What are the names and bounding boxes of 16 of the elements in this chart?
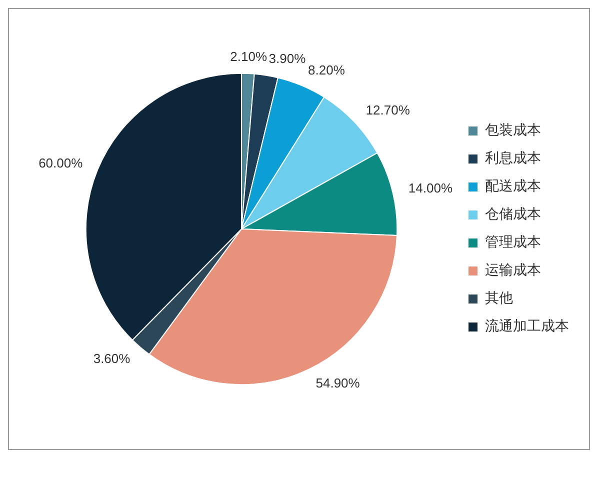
data-label: 60.00%: [38, 156, 84, 171]
data-label: 12.70%: [366, 102, 410, 118]
data-label: 54.90%: [316, 375, 360, 390]
legend-label: 其他: [485, 290, 513, 307]
legend-label: 包装成本: [485, 122, 541, 139]
data-label: 3.90%: [268, 51, 306, 66]
data-label: 14.00%: [408, 180, 453, 196]
legend-label: 利息成本: [485, 150, 541, 167]
legend-label: 仓储成本: [485, 206, 541, 223]
data-label: 2.10%: [230, 49, 268, 64]
data-label: 3.60%: [93, 351, 131, 366]
legend-label: 运输成本: [485, 262, 541, 279]
legend-label: 流通加工成本: [485, 318, 569, 335]
legend-label: 管理成本: [485, 234, 541, 251]
data-label: 8.20%: [308, 62, 346, 78]
legend-label: 配送成本: [485, 178, 541, 195]
